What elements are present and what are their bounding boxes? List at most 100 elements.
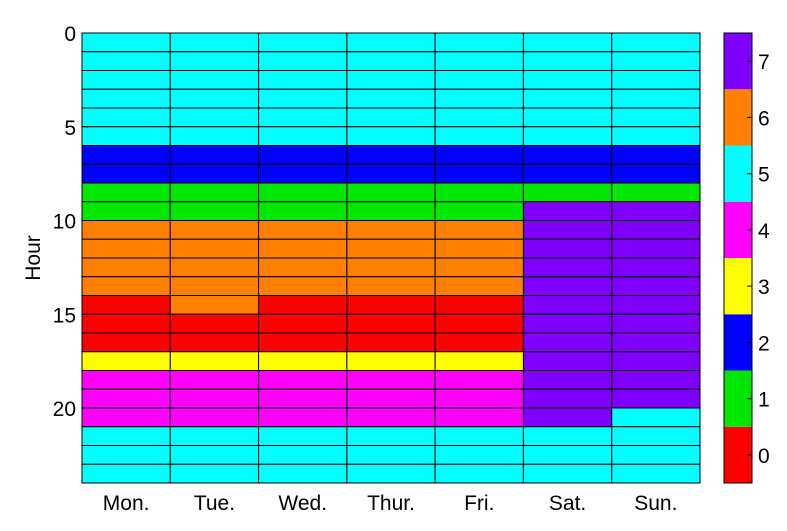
heatmap-cell bbox=[522, 313, 613, 334]
heatmap-cell bbox=[258, 70, 348, 90]
x-tick-label: Fri. bbox=[464, 492, 494, 515]
heatmap-cell bbox=[346, 276, 436, 296]
heatmap-cell bbox=[434, 107, 524, 128]
heatmap-cell bbox=[258, 370, 348, 390]
heatmap-cell bbox=[258, 445, 348, 465]
y-axis-ticks: 0 5 10 15 20 bbox=[53, 23, 88, 421]
y-tick-label: 5 bbox=[64, 117, 76, 140]
heatmap-cell bbox=[346, 388, 436, 409]
heatmap-cell bbox=[346, 295, 436, 315]
heatmap-cell bbox=[522, 88, 613, 109]
heatmap-cell bbox=[522, 407, 613, 428]
heatmap-cell bbox=[346, 70, 436, 90]
heatmap-cell bbox=[258, 257, 348, 278]
heatmap-cell bbox=[434, 70, 524, 90]
heatmap-cell bbox=[611, 426, 701, 446]
heatmap-cell bbox=[434, 201, 524, 221]
y-tick-label: 20 bbox=[53, 398, 76, 421]
heatmap-cell bbox=[522, 238, 613, 259]
heatmap-cell bbox=[169, 51, 260, 71]
heatmap-cell bbox=[258, 351, 348, 371]
heatmap-cell bbox=[434, 445, 524, 465]
heatmap-cell bbox=[169, 407, 260, 428]
colorbar-tick-label: 4 bbox=[758, 220, 770, 243]
heatmap-cell bbox=[169, 313, 260, 334]
heatmap-cell bbox=[258, 220, 348, 240]
heatmap-cell bbox=[346, 463, 436, 484]
heatmap-cell bbox=[346, 238, 436, 259]
heatmap-cell bbox=[346, 332, 436, 353]
heatmap-cell bbox=[522, 220, 613, 240]
heatmap-cell bbox=[434, 313, 524, 334]
heatmap-cell bbox=[522, 295, 613, 315]
heatmap-cell bbox=[258, 201, 348, 221]
heatmap-cell bbox=[522, 445, 613, 465]
heatmap-cell bbox=[258, 426, 348, 446]
heatmap-cell bbox=[346, 51, 436, 71]
heatmap-cell bbox=[522, 201, 613, 221]
heatmap-cell bbox=[258, 88, 348, 109]
x-tick-label: Wed. bbox=[278, 492, 327, 515]
heatmap-cell bbox=[169, 88, 260, 109]
heatmap-cell bbox=[346, 182, 436, 203]
heatmap-cell bbox=[258, 238, 348, 259]
heatmap-cell bbox=[169, 295, 260, 315]
heatmap-cell bbox=[434, 295, 524, 315]
heatmap-cell bbox=[169, 388, 260, 409]
heatmap-cell bbox=[346, 445, 436, 465]
heatmap-cell bbox=[258, 276, 348, 296]
heatmap-cell bbox=[169, 332, 260, 353]
heatmap-cell bbox=[522, 332, 613, 353]
heatmap-cell bbox=[611, 182, 701, 203]
heatmap-cell bbox=[611, 370, 701, 390]
heatmap-cell bbox=[169, 126, 260, 146]
heatmap-cell bbox=[346, 313, 436, 334]
heatmap-cell bbox=[258, 295, 348, 315]
heatmap-cell bbox=[522, 70, 613, 90]
x-tick-label: Tue. bbox=[194, 492, 235, 515]
heatmap-cell bbox=[434, 163, 524, 184]
heatmap-cell bbox=[81, 88, 171, 109]
heatmap-cell bbox=[81, 107, 171, 128]
heatmap-cell bbox=[522, 126, 613, 146]
heatmap-cell bbox=[81, 313, 171, 334]
heatmap-cell bbox=[169, 220, 260, 240]
x-axis-ticks: Mon. Tue. Wed. Thur. Fri. Sat. Sun. bbox=[103, 492, 678, 515]
heatmap-cell bbox=[434, 51, 524, 71]
heatmap-cell bbox=[81, 126, 171, 146]
heatmap-cell bbox=[611, 407, 701, 428]
colorbar-tick-label: 5 bbox=[758, 164, 770, 187]
heatmap-cell bbox=[169, 257, 260, 278]
colorbar-tick-label: 0 bbox=[758, 445, 770, 468]
heatmap-cell bbox=[169, 163, 260, 184]
colorbar-tick-label: 6 bbox=[758, 107, 770, 130]
colorbar: 0 1 2 3 4 5 6 7 bbox=[723, 32, 770, 484]
heatmap-cell bbox=[258, 32, 348, 53]
heatmap-cell bbox=[258, 163, 348, 184]
heatmap-cell bbox=[258, 126, 348, 146]
heatmap-cell bbox=[611, 351, 701, 371]
heatmap-cell bbox=[611, 32, 701, 53]
heatmap-cell bbox=[434, 426, 524, 446]
heatmap-cell bbox=[81, 388, 171, 409]
y-tick-label: 10 bbox=[53, 211, 76, 234]
heatmap-cell bbox=[434, 145, 524, 165]
heatmap-cell bbox=[434, 276, 524, 296]
heatmap-cell bbox=[346, 370, 436, 390]
heatmap-cell bbox=[522, 351, 613, 371]
heatmap-cell bbox=[611, 163, 701, 184]
heatmap-cell bbox=[81, 463, 171, 484]
heatmap-cell bbox=[522, 276, 613, 296]
plot-frame bbox=[81, 32, 701, 484]
heatmap-cell bbox=[81, 426, 171, 446]
heatmap-cell bbox=[346, 220, 436, 240]
heatmap-cell bbox=[522, 257, 613, 278]
heatmap-cell bbox=[434, 351, 524, 371]
heatmap-cell bbox=[169, 370, 260, 390]
heatmap-cell bbox=[522, 463, 613, 484]
heatmap-cell bbox=[81, 332, 171, 353]
heatmap-cell bbox=[611, 332, 701, 353]
heatmap-cell bbox=[611, 145, 701, 165]
heatmap-cell bbox=[81, 238, 171, 259]
